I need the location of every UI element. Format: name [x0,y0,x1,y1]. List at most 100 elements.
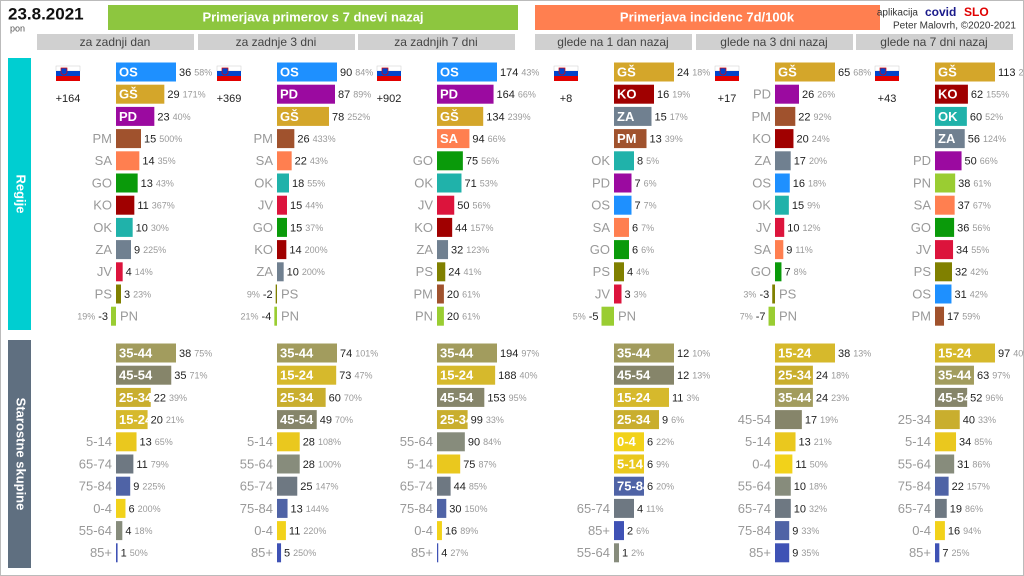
category-label: PN [415,309,433,324]
value-label: 153 [487,392,505,404]
value-label: 63 [977,370,989,382]
bar [116,129,141,149]
value-label: 18 [292,178,304,190]
change-label: 21% [166,415,184,425]
value-label: 52 [970,392,982,404]
panel-header: glede na 3 dni nazaj [720,35,827,49]
value-label: 38 [838,348,850,360]
change-label: 42% [970,289,988,299]
bar [116,217,133,237]
category-label: OS [591,198,610,213]
bar [437,195,455,215]
category-label: 25-34 [898,412,931,427]
value-label: 75 [463,459,475,471]
category-label: PN [120,309,138,324]
change-label: 124% [983,134,1006,144]
change-label: 86% [972,459,990,469]
bar [935,151,962,171]
flag [875,71,899,76]
change-label: 66% [980,156,998,166]
value-label: 6 [632,245,638,257]
change-label: 43% [310,156,328,166]
category-label: GŠ [280,109,299,124]
category-label: JV [916,242,932,257]
category-label: 55-64 [240,456,273,471]
bar [277,365,337,385]
category-label: GO [590,242,610,257]
bar [775,217,785,237]
value-label: 19 [950,503,962,515]
category-label: GO [911,220,931,235]
change-label: 11% [795,245,812,255]
category-label: PD [440,87,458,102]
value-label: 28 [303,459,315,471]
bar [935,454,955,474]
category-label: 65-74 [577,501,610,516]
change-label: 433% [313,134,336,144]
value-label: 17 [794,156,806,168]
bar [437,387,485,407]
value-label: 25 [300,481,312,493]
panel-header: za zadnji dan [80,35,151,49]
value-label: -4 [262,311,272,323]
category-label: KO [617,87,637,102]
category-label: OK [93,220,112,235]
change-label: 89% [460,526,478,536]
change-label: 39% [169,393,187,403]
bar [116,284,121,304]
category-label: 35-44 [617,345,651,360]
bar [437,476,451,496]
value-label: 36 [957,222,969,234]
flag [376,65,402,72]
value-label: 87 [338,89,350,101]
panel-header-bg [535,34,692,50]
value-label: -3 [98,311,108,323]
category-label: 15-24 [617,390,651,405]
change-label: 27% [450,548,468,558]
value-label: 188 [498,370,516,382]
bar [116,173,138,193]
category-label: 75-84 [400,501,433,516]
category-label: JV [258,198,274,213]
bar [111,306,116,326]
change-label: 70% [344,393,362,403]
change-label: 52% [985,112,1003,122]
category-label: PD [913,153,931,168]
value-label: 4 [125,526,131,538]
flag [875,76,899,81]
value-label: 56 [968,134,980,146]
category-label: 65-74 [240,479,273,494]
bar [614,521,624,541]
flag [554,71,578,76]
bar [775,476,791,496]
change-label: 89% [353,90,371,100]
category-label: SA [256,153,274,168]
flag [217,76,241,81]
category-label: PN [618,309,636,324]
category-label: 55-64 [79,523,112,538]
panel-header-bg [37,34,194,50]
category-label: 25-34 [617,412,651,427]
value-label: 60 [329,392,341,404]
value-label: 9 [662,415,668,427]
bar [935,387,968,407]
category-label: 65-74 [79,456,112,471]
category-label: 45-54 [440,390,474,405]
change-label: 55% [307,178,325,188]
value-label: 6 [647,481,653,493]
change-label: 40% [173,112,191,122]
day: pon [10,23,25,33]
bar [768,306,775,326]
category-label: 25-34 [778,368,812,383]
change-label: 47% [354,371,372,381]
category-label: 75-84 [617,479,651,494]
bar [614,195,632,215]
category-label: PD [119,109,137,124]
change-label: 50% [130,548,148,558]
change-label: 71% [190,371,208,381]
bar [775,240,784,260]
category-label: 5-14 [617,456,644,471]
change-label: 42% [970,267,988,277]
value-label: 30 [449,503,461,515]
